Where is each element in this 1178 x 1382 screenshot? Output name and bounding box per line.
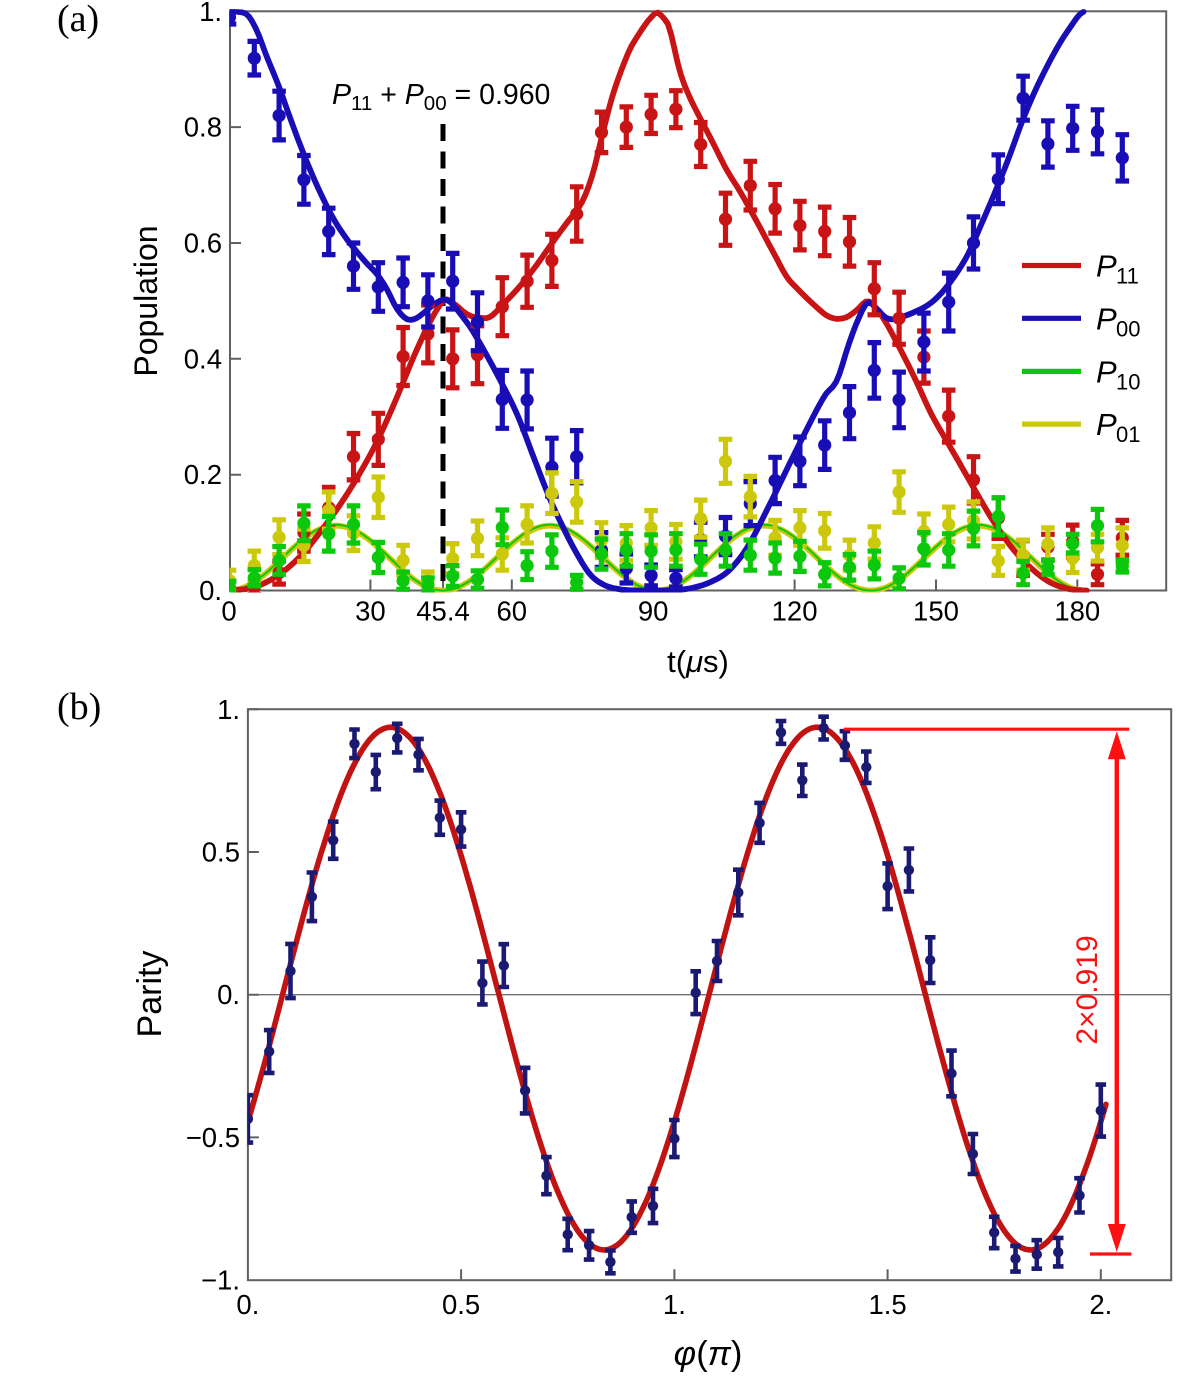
svg-text:45.4: 45.4	[416, 596, 470, 627]
svg-text:10: 10	[1116, 369, 1140, 394]
svg-text:1.5: 1.5	[868, 1289, 906, 1320]
svg-text:2.: 2.	[1089, 1289, 1112, 1320]
svg-text:−0.5: −0.5	[186, 1122, 240, 1153]
svg-text:P: P	[1096, 407, 1117, 442]
svg-text:(b): (b)	[57, 686, 101, 728]
svg-text:90: 90	[638, 596, 669, 627]
svg-text:P: P	[1096, 354, 1117, 389]
svg-text:0.: 0.	[236, 1289, 259, 1320]
svg-text:60: 60	[497, 596, 528, 627]
svg-text:1.: 1.	[663, 1289, 686, 1320]
svg-text:1.: 1.	[217, 694, 240, 725]
svg-text:φ(π): φ(π)	[674, 1335, 743, 1373]
svg-text:P: P	[1096, 249, 1117, 284]
svg-text:150: 150	[913, 596, 959, 627]
svg-text:1.: 1.	[199, 0, 222, 27]
svg-text:11: 11	[1116, 264, 1139, 289]
svg-text:P: P	[1096, 301, 1117, 336]
svg-text:Population: Population	[128, 225, 164, 376]
svg-text:0.5: 0.5	[202, 837, 240, 868]
svg-text:30: 30	[355, 596, 386, 627]
svg-text:0.4: 0.4	[184, 343, 222, 374]
svg-text:2×0.919: 2×0.919	[1071, 935, 1104, 1044]
svg-text:−1.: −1.	[201, 1265, 240, 1296]
svg-text:0.6: 0.6	[184, 228, 222, 259]
svg-text:0: 0	[221, 596, 236, 627]
svg-text:0.2: 0.2	[184, 459, 222, 490]
svg-text:Parity: Parity	[131, 951, 169, 1038]
svg-text:120: 120	[772, 596, 818, 627]
svg-text:P11 + P00 = 0.960: P11 + P00 = 0.960	[332, 79, 550, 115]
svg-text:180: 180	[1054, 596, 1100, 627]
svg-text:0.8: 0.8	[184, 112, 222, 143]
svg-text:0.5: 0.5	[442, 1289, 480, 1320]
svg-text:(a): (a)	[57, 0, 99, 40]
svg-text:00: 00	[1116, 316, 1140, 341]
svg-text:0.: 0.	[199, 575, 222, 606]
svg-text:t(μs): t(μs)	[667, 644, 729, 679]
svg-text:0.: 0.	[217, 979, 240, 1010]
svg-text:01: 01	[1116, 422, 1140, 447]
